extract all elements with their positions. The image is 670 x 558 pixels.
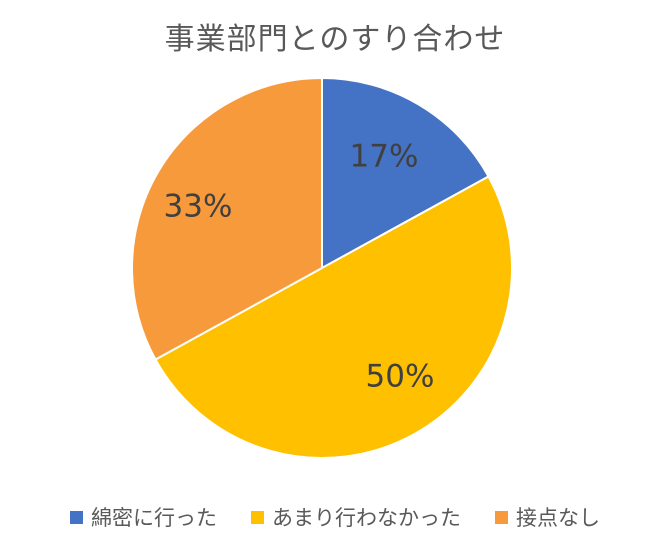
legend-swatch [70, 510, 83, 524]
chart-title: 事業部門とのすり合わせ [164, 22, 506, 57]
legend: 綿密に行った あまり行わなかった 接点なし [0, 502, 670, 532]
legend-label: あまり行わなかった [272, 506, 461, 530]
data-label: 17% [350, 139, 419, 175]
legend-swatch [251, 510, 264, 524]
pie-slice [154, 175, 513, 459]
legend-swatch [495, 510, 508, 524]
data-label: 50% [366, 359, 435, 395]
legend-item: 接点なし [495, 502, 600, 532]
legend-label: 接点なし [516, 506, 600, 530]
pie-slice [131, 76, 323, 361]
legend-item: 綿密に行った [70, 502, 217, 532]
data-label: 33% [164, 189, 233, 225]
legend-item: あまり行わなかった [251, 502, 461, 532]
pie-slice [321, 76, 490, 270]
legend-label: 綿密に行った [91, 506, 217, 530]
